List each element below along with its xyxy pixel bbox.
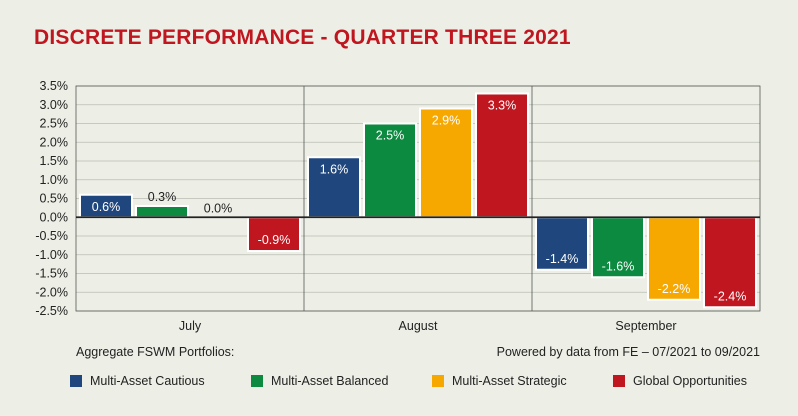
bars bbox=[79, 92, 757, 309]
footer-source-note: Powered by data from FE – 07/2021 to 09/… bbox=[496, 345, 760, 359]
data-label: 0.6% bbox=[92, 200, 121, 214]
legend-label: Multi-Asset Strategic bbox=[452, 374, 567, 388]
y-tick-label: 0.0% bbox=[40, 210, 69, 224]
legend-label: Multi-Asset Cautious bbox=[90, 374, 205, 388]
data-label: 0.3% bbox=[148, 190, 177, 204]
legend-swatch bbox=[613, 375, 625, 387]
legend-label: Global Opportunities bbox=[633, 374, 747, 388]
legend-item: Multi-Asset Cautious bbox=[70, 374, 205, 388]
legend-swatch bbox=[251, 375, 263, 387]
data-label: 2.9% bbox=[432, 114, 461, 128]
y-tick-label: -2.0% bbox=[35, 285, 68, 299]
y-tick-label: 0.5% bbox=[40, 192, 69, 206]
plot-frame bbox=[75, 85, 761, 312]
legend-label: Multi-Asset Balanced bbox=[271, 374, 389, 388]
y-tick-label: 2.5% bbox=[40, 117, 69, 131]
legend: Multi-Asset Cautious Multi-Asset Balanced… bbox=[0, 374, 798, 392]
data-label: -0.9% bbox=[258, 233, 291, 247]
y-tick-label: -1.0% bbox=[35, 248, 68, 262]
y-tick-label: -1.5% bbox=[35, 267, 68, 281]
y-tick-label: 2.0% bbox=[40, 135, 69, 149]
y-tick-label: 3.5% bbox=[40, 79, 69, 93]
bar bbox=[135, 205, 189, 219]
x-tick-label: July bbox=[179, 319, 202, 333]
data-label: -1.6% bbox=[602, 259, 635, 273]
legend-swatch bbox=[432, 375, 444, 387]
x-tick-label: September bbox=[615, 319, 676, 333]
data-label: -2.2% bbox=[658, 282, 691, 296]
bar bbox=[703, 216, 757, 309]
y-tick-label: 1.5% bbox=[40, 154, 69, 168]
y-tick-label: 1.0% bbox=[40, 173, 69, 187]
x-tick-label: August bbox=[399, 319, 438, 333]
data-label: 3.3% bbox=[488, 99, 517, 113]
bar bbox=[307, 156, 361, 219]
footer-portfolio-note: Aggregate FSWM Portfolios: bbox=[76, 345, 235, 359]
data-label: 2.5% bbox=[376, 129, 405, 143]
data-label: -1.4% bbox=[546, 252, 579, 266]
data-label: 1.6% bbox=[320, 162, 349, 176]
y-tick-label: -0.5% bbox=[35, 229, 68, 243]
bar bbox=[363, 122, 417, 219]
data-label: 0.0% bbox=[204, 201, 233, 215]
y-tick-label: -2.5% bbox=[35, 304, 68, 318]
data-labels: 0.6% 0.3% 0.0% -0.9% 1.6% 2.5% 2.9% 3.3% -1.4% -1… bbox=[92, 99, 747, 304]
chart-title: DISCRETE PERFORMANCE - QUARTER THREE 202… bbox=[34, 26, 571, 49]
legend-item: Multi-Asset Balanced bbox=[251, 374, 388, 388]
legend-item: Global Opportunities bbox=[613, 374, 747, 388]
axes: 3.5% 3.0% 2.5% 2.0% 1.5% 1.0% 0.5% 0.0% -0.5% -1.… bbox=[35, 79, 761, 333]
data-label: -2.4% bbox=[714, 289, 747, 303]
y-tick-label: 3.0% bbox=[40, 98, 69, 112]
bar bbox=[591, 216, 645, 279]
legend-item: Multi-Asset Strategic bbox=[432, 374, 567, 388]
legend-swatch bbox=[70, 375, 82, 387]
